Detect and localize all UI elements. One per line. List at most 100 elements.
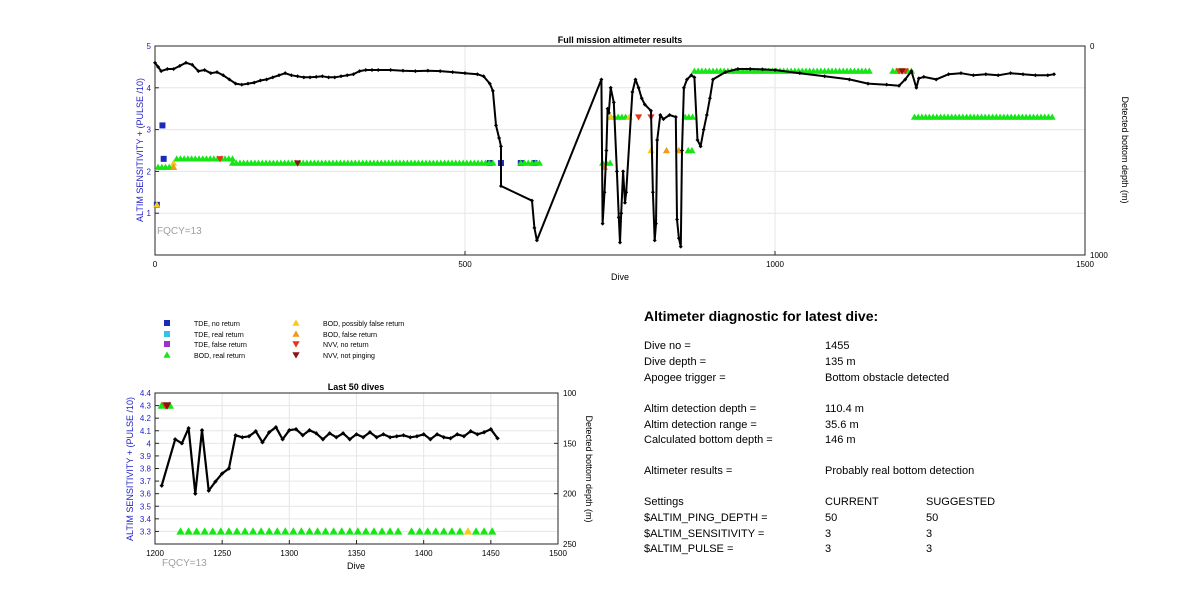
chart0-bottom-depth-point [1045,73,1050,78]
chart1-bottom-depth-point [246,434,252,439]
chart0-tde-no-returnmarker [159,122,166,129]
chart0-bottom-depth-point [996,73,1001,78]
chart0-y-tick-label: 5 [147,42,152,51]
chart1-bottom-depth-point [488,427,494,432]
chart0-bottom-depth-point [326,75,331,80]
altim-detection-range-value: 35.6 m [825,419,859,431]
chart0-x-tick-label: 0 [153,260,158,269]
chart0-bottom-depth-point [252,80,257,85]
chart1-bod-real-returnmarker [431,527,440,535]
chart0-bottom-depth-point [401,68,405,73]
diagnostic-title: Altimeter diagnostic for latest dive: [644,308,879,324]
chart1-bottom-depth-point [199,428,205,433]
chart1-bod-real-returnmarker [232,527,242,535]
legend-label: TDE, no return [194,321,240,328]
chart0-bottom-depth-point [636,85,641,90]
chart1-bottom-depth-point [374,435,379,440]
chart1-bod-real-returnmarker [369,527,379,535]
legend-label: BOD, false return [323,332,377,339]
chart0-bottom-depth-point [653,221,658,226]
chart1-bottom-depth-point [287,428,292,433]
legend-label: BOD, possibly false return [323,321,404,328]
chart1-bod-real-returnmarker [224,527,234,535]
chart1-bod-real-returnmarker [184,527,193,535]
chart1-bottom-depth-point [475,432,480,437]
chart0-bottom-depth-point [914,85,919,90]
chart1-bottom-depth-point [240,435,245,440]
chart1-bod-real-returnmarker [305,527,314,535]
chart0-bottom-depth-point [606,110,611,115]
chart0-bottom-depth-point [171,66,176,71]
setting-ping-depth-suggested: 50 [926,512,939,524]
chart1-bod-real-returnmarker [415,527,424,535]
chart0-bod-possibly-false-returnmarker [153,201,161,208]
chart0-bottom-depth-point [202,68,207,73]
dive-no-label: Dive no = [644,340,691,352]
chart1-x-tick-label: 1200 [146,549,164,558]
chart1-bottom-depth-point [361,435,366,440]
chart1-bod-real-returnmarker [337,527,346,535]
chart1-y2-tick-label: 200 [563,490,577,499]
chart0-bottom-depth-point [283,71,288,76]
chart1-y-tick-label: 4.4 [140,389,152,398]
chart1-bottom-depth-line [160,426,499,495]
chart0-bottom-depth-point [680,148,684,153]
legend-label: TDE, false return [194,342,247,349]
chart0-bottom-depth-point [616,215,621,220]
chart0-bottom-depth-point [622,200,627,205]
chart1-bod-real-returnmarker [353,527,363,535]
chart0-bottom-depth-point [498,144,503,149]
settings-header-label: Settings [644,496,684,508]
chart1-bod-real-returnmarker [281,527,290,535]
chart0-bottom-depth-point [822,74,827,79]
chart0-y-tick-label: 1 [147,209,152,218]
chart1-y-tick-label: 4.2 [140,414,152,423]
chart1-bottom-depth-point [441,435,447,440]
chart1-bod-real-returnmarker [423,527,432,535]
chart0-bottom-depth-point [866,81,870,86]
chart0-bottom-depth-point [658,112,663,117]
chart0-bottom-depth-point [692,75,697,80]
legend-marker [292,330,300,337]
last-50-x-label: Dive [347,561,365,571]
chart0-bottom-depth-point [1008,71,1013,76]
chart0-bottom-depth-point [153,60,157,65]
chart1-bottom-depth-point [421,432,426,437]
chart1-bod-real-returnmarker [439,527,449,535]
chart1-y-tick-label: 3.5 [140,502,152,511]
chart0-bottom-depth-point [156,64,161,69]
chart1-bottom-depth-point [293,427,299,432]
chart1-bod-real-returnmarker [264,527,274,535]
chart0-nvv-no-returnmarker [635,114,643,121]
diagnostic-panel: Altimeter diagnostic for latest dive: Di… [644,308,1164,568]
chart1-bod-real-returnmarker [345,527,354,535]
calculated-bottom-depth-label: Calculated bottom depth = [644,434,773,446]
calculated-bottom-depth-value: 146 m [825,434,856,446]
chart1-bottom-depth-point [340,431,346,436]
chart0-bottom-depth-point [916,76,921,81]
apogee-trigger-value: Bottom obstacle detected [825,372,950,384]
chart0-bod-possibly-false-returnmarker [170,159,178,166]
chart0-bottom-depth-point [735,66,740,71]
chart0-x-tick-label: 1500 [1076,260,1094,269]
chart0-bottom-depth-point [619,211,624,216]
chart0-bod-real-returnmarker [1048,113,1056,120]
dive-depth-label: Dive depth = [644,356,707,368]
chart1-y-tick-label: 4 [147,439,152,448]
chart1-y2-tick-label: 100 [563,389,577,398]
chart1-x-tick-label: 1300 [280,549,298,558]
chart0-bottom-depth-point [215,70,219,75]
chart0-x-tick-label: 1000 [766,260,784,269]
legend-label: BOD, real return [194,353,245,360]
chart0-bottom-depth-point [1033,73,1038,78]
chart1-bod-real-returnmarker [157,401,166,409]
chart0-x-tick-label: 500 [458,260,472,269]
chart0-bottom-depth-point [277,73,281,78]
chart0-bottom-depth-point [650,190,655,195]
chart1-bottom-depth-point [260,440,265,445]
chart0-bottom-depth-point [246,81,250,86]
chart1-bottom-depth-point [266,430,272,435]
chart0-bottom-depth-point [532,225,537,230]
legend-marker [292,352,300,359]
chart0-bottom-depth-point [196,69,201,74]
